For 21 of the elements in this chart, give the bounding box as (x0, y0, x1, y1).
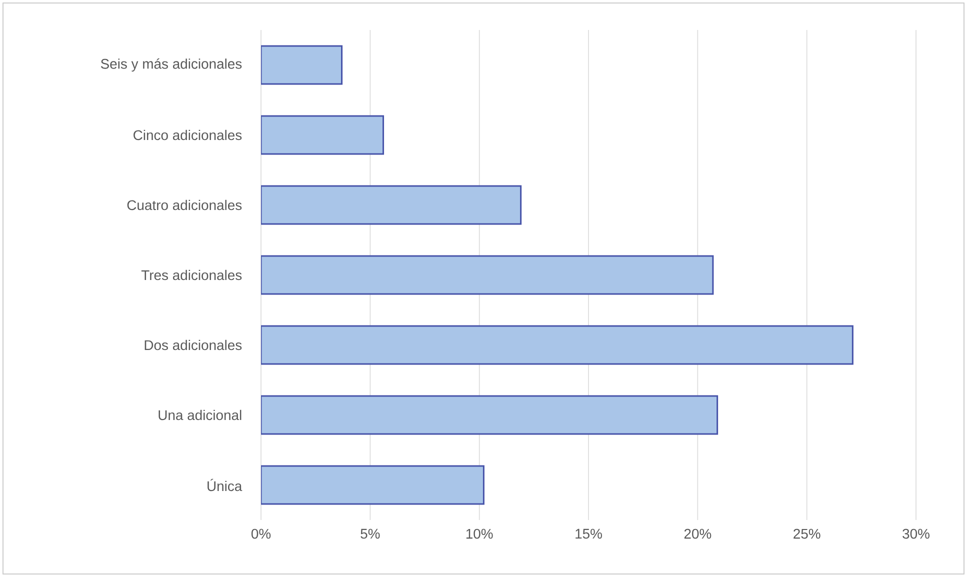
y-tick-label: Cuatro adicionales (127, 200, 242, 210)
x-tick-label: 15% (576, 528, 602, 539)
y-tick-label: Única (208, 478, 242, 492)
x-tick-label: 10% (466, 528, 493, 539)
bar (261, 115, 384, 155)
y-tick-label: Cinco adicionales (134, 130, 242, 140)
bar (261, 255, 714, 295)
x-tick-label: 25% (794, 528, 820, 539)
y-tick-label: Una adicional (158, 410, 242, 420)
bar (261, 395, 718, 435)
x-tick-label: 5% (360, 528, 380, 539)
x-tick-label: 20% (684, 528, 712, 539)
bar (261, 465, 484, 505)
bar (261, 325, 854, 365)
x-tick-label: 0% (251, 528, 271, 539)
bar (261, 185, 522, 225)
y-tick-label: Dos adicionales (144, 340, 242, 350)
y-tick-label: Seis y más adicionales (100, 58, 242, 72)
bar (261, 45, 343, 85)
y-tick-label: Tres adicionales (141, 270, 242, 280)
x-tick-label: 30% (902, 528, 930, 539)
